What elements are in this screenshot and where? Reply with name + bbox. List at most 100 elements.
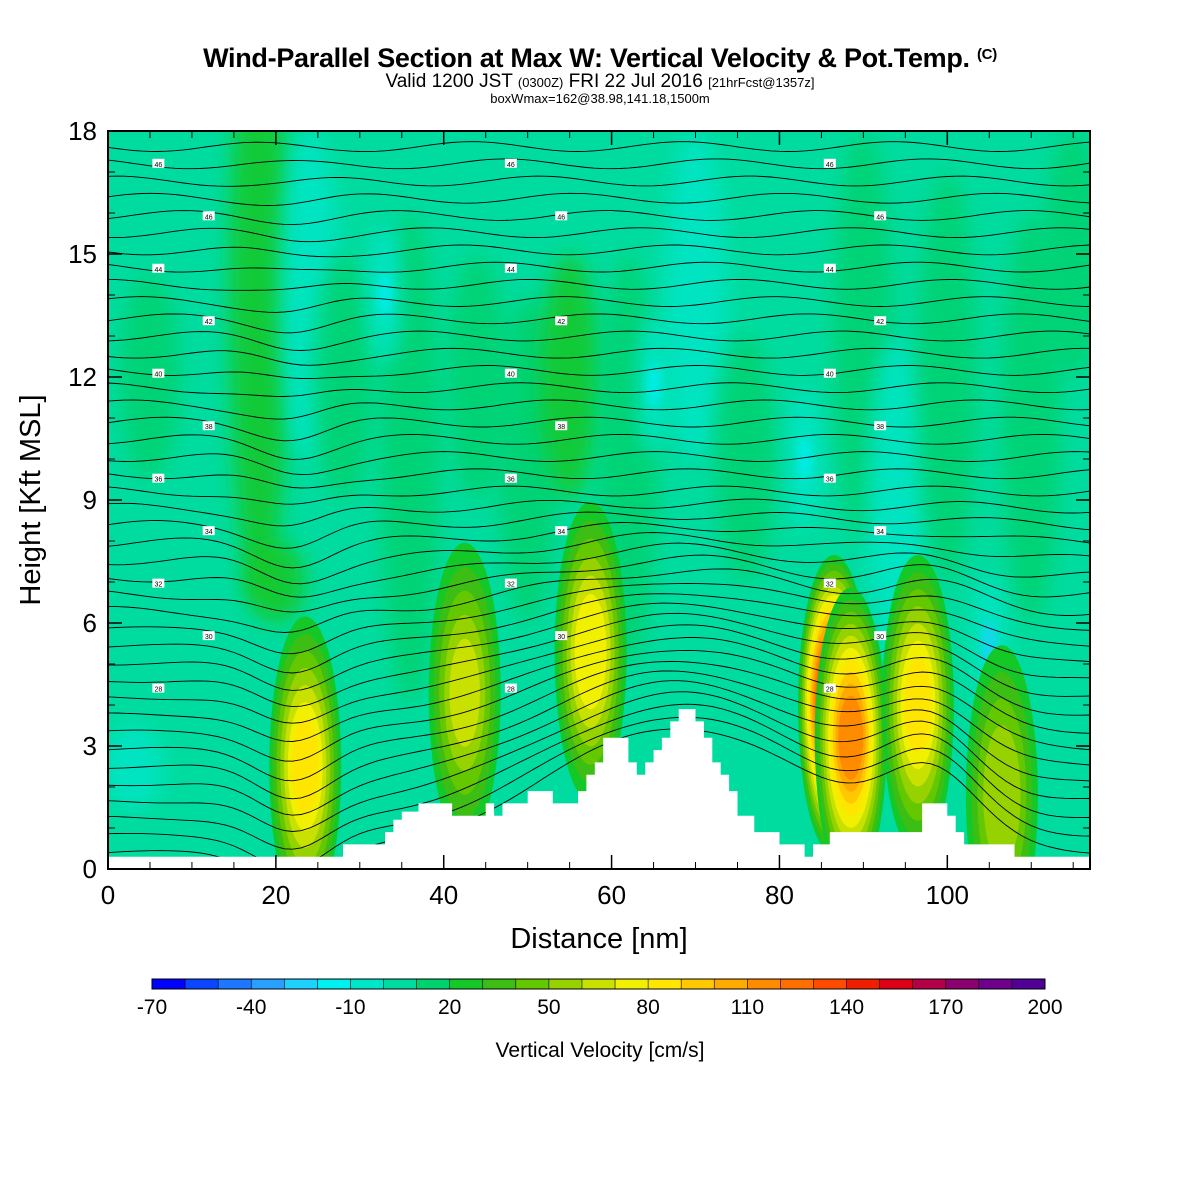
downdraft-core — [798, 437, 811, 481]
theta-contour-line — [108, 542, 1090, 598]
colorbar-swatch — [747, 979, 781, 989]
theta-label-bg — [555, 421, 568, 431]
theta-contour-line — [108, 728, 1090, 869]
title-block: Wind-Parallel Section at Max W: Vertical… — [0, 40, 1200, 106]
theta-contour-line — [108, 468, 1090, 489]
x-tick-label: 80 — [765, 880, 794, 910]
theta-contour-line — [108, 522, 1090, 569]
theta-contour-line — [108, 382, 1090, 397]
theta-contour-line — [108, 261, 1090, 273]
theta-contour-line — [108, 296, 1090, 313]
theta-label: 38 — [557, 424, 565, 431]
theta-contour-line — [108, 451, 1090, 476]
theta-label: 30 — [557, 634, 565, 641]
theta-label-bg — [823, 263, 836, 273]
colorbar-swatch — [185, 979, 219, 989]
theta-contour-line — [108, 670, 1090, 800]
theta-contour-line — [108, 485, 1090, 505]
theta-contour-line — [108, 637, 1090, 742]
colorbar: -70 -40 -10 20 50 80 110 140 170 200 — [137, 978, 1063, 1019]
theta-contour-line — [108, 141, 1090, 153]
theta-label-bg — [504, 368, 517, 378]
theta-label: 42 — [205, 319, 213, 326]
theta-label: 32 — [507, 582, 515, 589]
colorbar-frame — [151, 978, 1046, 990]
theta-contour-line — [108, 313, 1090, 334]
field-streak — [245, 541, 306, 623]
colorbar-swatch — [416, 979, 451, 989]
colorbar-swatch — [1011, 979, 1046, 989]
theta-label-bg — [874, 526, 887, 536]
y-tick-label: 6 — [83, 608, 97, 638]
colorbar-swatch — [251, 979, 285, 989]
y-tick-label: 3 — [83, 731, 97, 761]
colorbar-swatch — [350, 979, 385, 989]
x-tick-label: 100 — [926, 880, 969, 910]
theta-label-bg — [874, 421, 887, 431]
chart-title-main: Wind-Parallel Section at Max W: Vertical… — [203, 43, 970, 73]
theta-label-bg — [202, 631, 215, 641]
colorbar-swatch — [813, 979, 848, 989]
theta-label-bg — [823, 473, 836, 483]
copyright-mark: (C) — [976, 46, 997, 63]
theta-contour-line — [108, 278, 1090, 291]
colorbar-swatch — [152, 979, 186, 989]
theta-contour-line — [108, 511, 1090, 549]
valid-date: FRI 22 Jul 2016 — [568, 71, 703, 92]
theta-label: 28 — [507, 687, 515, 694]
colorbar-tick-label: 50 — [537, 996, 560, 1019]
theta-label: 30 — [876, 634, 884, 641]
theta-label-bg — [202, 421, 215, 431]
theta-contour-line — [108, 244, 1090, 258]
field-streak — [178, 664, 239, 746]
y-tick-label: 12 — [68, 362, 97, 392]
theta-label-bg — [874, 211, 887, 221]
theta-label-bg — [555, 211, 568, 221]
field-streak — [917, 172, 978, 582]
theta-label: 30 — [205, 634, 213, 641]
theta-contour-line — [108, 192, 1090, 206]
theta-contour-line — [108, 399, 1090, 420]
theta-contour-line — [108, 624, 1090, 724]
colorbar-tick-label: -70 — [137, 996, 167, 1019]
theta-contour-line — [108, 680, 1090, 816]
theta-contour-line — [108, 227, 1090, 243]
theta-contour-line — [108, 365, 1090, 379]
colorbar-tick-label: 80 — [636, 996, 659, 1019]
theta-label: 38 — [876, 424, 884, 431]
x-axis-label: Distance [nm] — [510, 923, 687, 955]
updraft-contour — [291, 719, 319, 814]
theta-contour-line — [108, 347, 1090, 366]
colorbar-swatch — [482, 979, 517, 989]
theta-label: 32 — [154, 582, 162, 589]
colorbar-swatch — [978, 979, 1013, 989]
box-wmax-info: boxWmax=162@38.98,141.18,1500m — [490, 91, 710, 106]
field-streak — [715, 336, 776, 582]
theta-contour-line — [108, 330, 1090, 351]
theta-label: 36 — [154, 477, 162, 484]
theta-label-bg — [504, 683, 517, 693]
theta-label-bg — [555, 526, 568, 536]
colorbar-swatch — [945, 979, 980, 989]
theta-label: 28 — [826, 687, 834, 694]
terrain — [108, 709, 1090, 869]
theta-contour-line — [108, 532, 1090, 585]
theta-label-bg — [823, 683, 836, 693]
theta-label-bg — [152, 473, 165, 483]
theta-label: 44 — [507, 267, 515, 274]
theta-label-bg — [823, 368, 836, 378]
field-streak — [447, 254, 508, 500]
colorbar-tick-label: 170 — [928, 996, 963, 1019]
theta-label: 36 — [507, 477, 515, 484]
colorbar-tick-label: 200 — [1027, 996, 1062, 1019]
colorbar-swatch — [218, 979, 252, 989]
theta-label-bg — [555, 316, 568, 326]
theta-contour-line — [108, 703, 1090, 850]
colorbar-swatch — [284, 979, 318, 989]
colorbar-label: Vertical Velocity [cm/s] — [496, 1039, 705, 1062]
theta-label-bg — [504, 158, 517, 168]
theta-label: 46 — [154, 162, 162, 169]
theta-contour-line — [108, 661, 1090, 782]
theta-label-bg — [152, 578, 165, 588]
theta-contour-line — [108, 416, 1090, 442]
